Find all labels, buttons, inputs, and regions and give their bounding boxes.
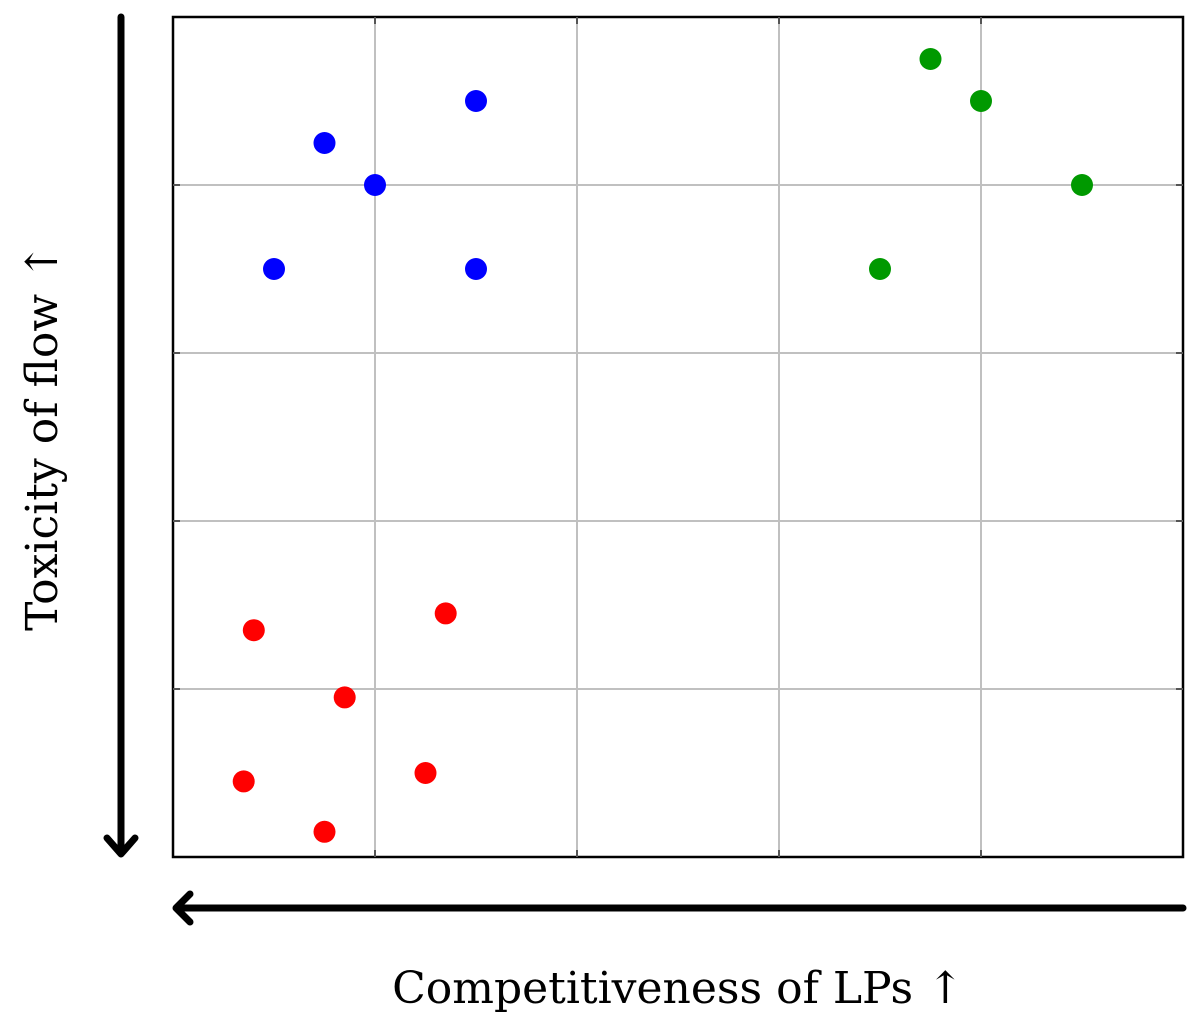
x-axis-arrow <box>172 890 1187 926</box>
x-axis-label: Competitiveness of LPs ↑ <box>392 963 964 1014</box>
data-point <box>263 258 285 280</box>
data-point <box>313 132 336 154</box>
data-point <box>869 258 891 280</box>
plot-frame <box>171 15 1185 859</box>
data-point <box>333 686 356 709</box>
data-point <box>232 770 255 793</box>
axis-ticks <box>173 17 1183 857</box>
data-point <box>919 48 942 70</box>
data-point <box>1071 174 1093 196</box>
y-axis-label: Toxicity of flow ↑ <box>17 243 68 631</box>
data-point <box>434 602 457 625</box>
data-point <box>465 258 487 280</box>
y-axis-arrow <box>103 13 139 858</box>
data-point <box>465 90 487 112</box>
data-point <box>313 820 336 843</box>
data-point <box>242 619 265 642</box>
data-point <box>970 90 992 112</box>
data-point <box>364 174 386 196</box>
data-points <box>232 48 1093 843</box>
data-point <box>414 762 437 784</box>
